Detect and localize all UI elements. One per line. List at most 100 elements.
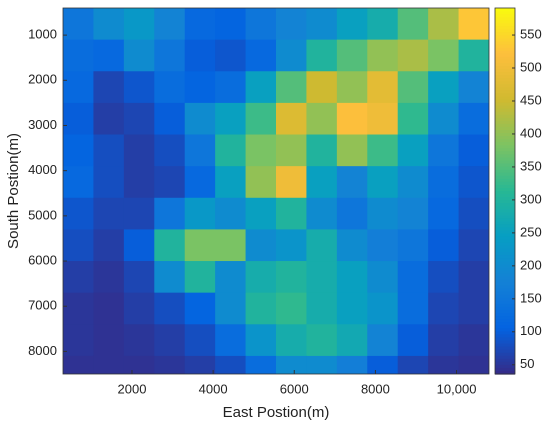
- colorbar-swatch: [495, 288, 515, 293]
- colorbar-swatch: [495, 331, 515, 335]
- colorbar-swatch: [495, 203, 515, 207]
- heat-cell: [63, 324, 94, 357]
- heat-cell: [336, 166, 368, 199]
- heatmap: [63, 8, 489, 374]
- colorbar-tick-label: 300: [520, 191, 542, 206]
- colorbar-swatch: [495, 169, 515, 174]
- colorbar-swatch: [495, 59, 515, 64]
- heat-cell: [184, 355, 216, 374]
- heat-cell: [93, 8, 125, 41]
- heat-cell: [458, 229, 489, 262]
- heat-cell: [367, 355, 399, 374]
- colorbar-swatch: [495, 96, 515, 101]
- heat-cell: [123, 134, 155, 167]
- colorbar-swatch: [495, 349, 515, 354]
- heat-cell: [367, 229, 399, 262]
- colorbar-swatch: [495, 32, 515, 37]
- heat-cell: [63, 134, 94, 167]
- colorbar-tick-label: 250: [520, 224, 542, 239]
- y-tick-label: 7000: [28, 298, 57, 313]
- heat-cell: [63, 102, 94, 136]
- colorbar-swatch: [495, 72, 515, 76]
- colorbar-frame: [494, 7, 516, 375]
- colorbar-tick-label: 500: [520, 59, 542, 74]
- heat-cell: [428, 39, 460, 72]
- colorbar-swatch: [495, 87, 515, 91]
- heat-cell: [93, 39, 125, 72]
- heat-cell: [428, 229, 460, 262]
- colorbar-swatch: [495, 215, 515, 220]
- heat-cell: [215, 261, 247, 294]
- heat-cell: [63, 229, 94, 262]
- colorbar-swatch: [495, 187, 515, 192]
- colorbar-tick-label: 200: [520, 257, 542, 272]
- colorbar-tick-label: 350: [520, 158, 542, 173]
- heat-cell: [276, 261, 307, 294]
- heat-cell: [93, 292, 125, 325]
- colorbar-swatch: [495, 322, 515, 326]
- heat-cell: [123, 71, 155, 104]
- heat-cell: [123, 102, 155, 136]
- colorbar-swatch: [495, 178, 515, 183]
- colorbar-swatch: [495, 81, 515, 85]
- colorbar-swatch: [495, 184, 515, 189]
- heat-cell: [276, 355, 307, 374]
- colorbar-tick-label: 450: [520, 92, 542, 107]
- y-tick-label: 6000: [28, 252, 57, 267]
- x-tick-label: 4000: [199, 381, 228, 396]
- heat-cell: [397, 39, 429, 72]
- colorbar-swatch: [495, 163, 515, 168]
- colorbar-swatch: [495, 90, 515, 94]
- colorbar-swatch: [495, 11, 515, 15]
- heat-cell: [123, 261, 155, 294]
- y-tick-label: 3000: [28, 117, 57, 132]
- heat-cell: [184, 166, 216, 199]
- heat-cell: [428, 102, 460, 136]
- heat-cell: [245, 324, 277, 357]
- heat-cell: [428, 197, 460, 230]
- x-axis-label: East Postion(m): [223, 404, 330, 421]
- heat-cell: [63, 292, 94, 325]
- colorbar-swatch: [495, 145, 515, 149]
- colorbar-swatch: [495, 343, 515, 348]
- y-tick-label: 4000: [28, 162, 57, 177]
- colorbar-swatch: [495, 166, 515, 171]
- heat-cell: [336, 324, 368, 357]
- heat-cell: [93, 355, 125, 374]
- colorbar-swatch: [495, 8, 515, 12]
- heat-cell: [154, 355, 186, 374]
- heat-cell: [123, 8, 155, 41]
- heat-cell: [184, 197, 216, 230]
- heat-cell: [154, 292, 186, 325]
- heat-cell: [458, 324, 489, 357]
- colorbar-swatch: [495, 233, 515, 238]
- colorbar-swatch: [495, 355, 515, 360]
- heat-cell: [245, 261, 277, 294]
- colorbar-swatch: [495, 252, 515, 256]
- heat-cell: [184, 292, 216, 325]
- heat-cell: [123, 39, 155, 72]
- colorbar-swatch: [495, 84, 515, 88]
- heat-cell: [336, 261, 368, 294]
- colorbar-swatch: [495, 285, 515, 290]
- colorbar-swatch: [495, 346, 515, 351]
- heat-cell: [458, 166, 489, 199]
- heat-cell: [276, 197, 307, 230]
- colorbar-swatch: [495, 264, 515, 268]
- heat-cell: [397, 292, 429, 325]
- colorbar-swatch: [495, 370, 515, 375]
- heat-cell: [428, 355, 460, 374]
- colorbar-swatch: [495, 148, 515, 152]
- heat-cell: [367, 134, 399, 167]
- y-tick-label: 8000: [28, 343, 57, 358]
- colorbar-swatch: [495, 361, 515, 366]
- colorbar-swatch: [495, 325, 515, 329]
- heat-cell: [215, 355, 247, 374]
- heat-cell: [154, 71, 186, 104]
- heat-cell: [336, 134, 368, 167]
- colorbar-swatch: [495, 273, 515, 277]
- colorbar-swatch: [495, 136, 515, 140]
- heat-cell: [245, 166, 277, 199]
- heat-cell: [458, 8, 489, 41]
- colorbar-swatch: [495, 123, 515, 128]
